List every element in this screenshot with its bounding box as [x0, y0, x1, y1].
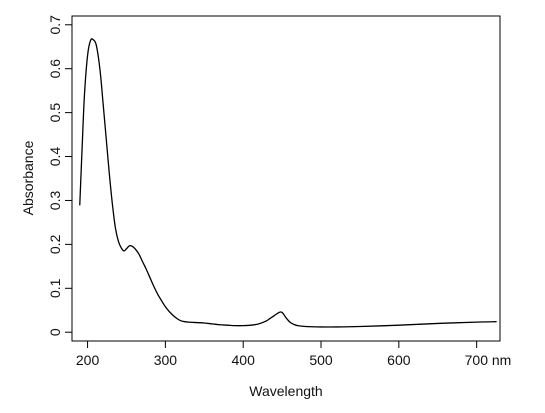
y-tick-label: 0.1 — [47, 278, 63, 298]
plot-frame — [71, 15, 501, 342]
x-tick-label: 700 nm — [465, 352, 512, 368]
y-tick-label: 0.7 — [47, 15, 63, 35]
y-axis: 0 0.1 0.2 0.3 0.4 0.5 0.6 0.7 — [47, 15, 72, 336]
y-tick-label: 0.4 — [47, 147, 63, 167]
y-tick-label: 0.5 — [47, 103, 63, 123]
x-axis: 200 300 400 500 600 700 nm — [76, 341, 511, 368]
x-tick-label: 300 — [154, 352, 178, 368]
x-tick-label: 500 — [309, 352, 333, 368]
y-tick-label: 0.2 — [47, 234, 63, 254]
x-axis-label: Wavelength — [249, 383, 322, 399]
y-tick-label: 0.6 — [47, 59, 63, 79]
y-axis-label: Absorbance — [20, 140, 36, 215]
x-tick-label: 400 — [232, 352, 256, 368]
y-tick-label: 0.3 — [47, 191, 63, 211]
x-tick-label: 200 — [76, 352, 100, 368]
x-tick-label: 600 — [387, 352, 411, 368]
absorbance-curve — [79, 38, 497, 328]
y-tick-label: 0 — [47, 328, 63, 336]
